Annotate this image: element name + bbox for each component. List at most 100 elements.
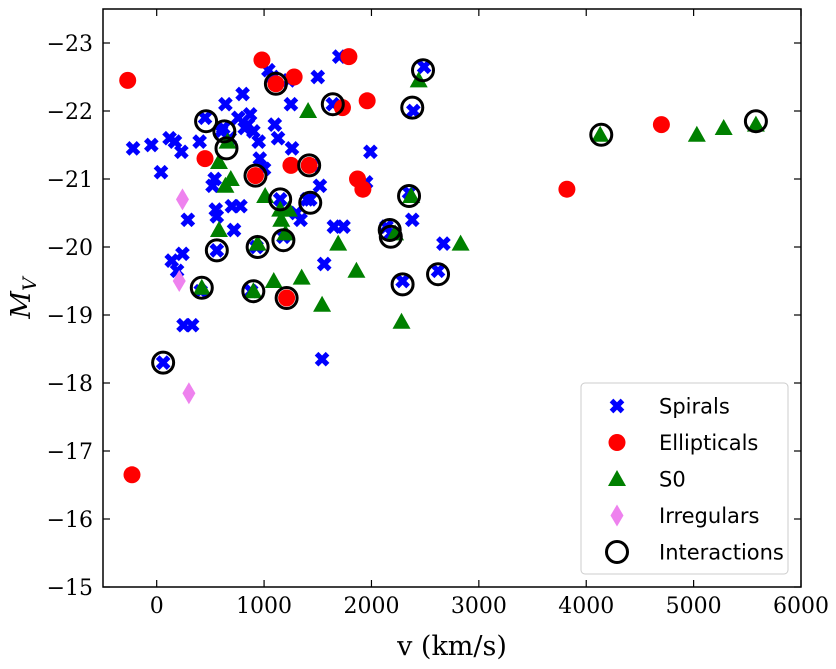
point-spirals [207, 171, 223, 187]
point-s0 [209, 153, 228, 169]
legend: Spirals Ellipticals S0 Irregulars Interactio… [580, 382, 789, 575]
point-interactions [204, 238, 229, 263]
point-spirals [302, 192, 318, 207]
x-tick-label: 6000 [773, 594, 829, 619]
legend-marker-ellipticals [608, 434, 626, 451]
point-interactions [411, 58, 436, 83]
x-tick-label: 1000 [236, 594, 292, 619]
point-spirals [215, 120, 231, 136]
point-s0 [272, 210, 291, 227]
point-ellipticals [267, 75, 285, 93]
point-s0 [221, 170, 240, 186]
point-ellipticals [285, 68, 303, 86]
point-s0 [451, 234, 470, 251]
point-spirals [395, 273, 410, 289]
point-spirals [416, 59, 432, 75]
point-spirals [184, 317, 200, 333]
point-ellipticals [340, 48, 358, 66]
point-spirals [197, 110, 213, 126]
y-tick-label: −21 [47, 168, 93, 193]
point-ellipticals [196, 150, 214, 168]
y-axis-label: MV [6, 275, 41, 320]
y-tick-label: −20 [47, 236, 93, 261]
legend-marker-s0 [608, 470, 626, 486]
legend-marker-spirals [609, 398, 625, 414]
axis-ticks: 0 1000 2000 3000 4000 5000 6000 −23 −22 −21 −20 −19… [47, 9, 829, 619]
point-interactions [390, 272, 415, 297]
point-ellipticals [358, 92, 376, 110]
point-interactions [320, 92, 345, 117]
point-interactions [214, 136, 239, 161]
point-s0 [402, 187, 421, 203]
point-spirals [143, 137, 159, 153]
point-interactions [274, 286, 299, 310]
point-spirals [175, 246, 190, 262]
point-ellipticals [300, 156, 318, 174]
point-interactions [426, 262, 451, 287]
point-interactions [151, 350, 176, 375]
legend-label-interactions: Interactions [659, 541, 784, 565]
y-tick-label: −18 [47, 372, 93, 397]
point-spirals [242, 107, 258, 122]
point-irregulars [172, 270, 186, 292]
point-ellipticals [558, 180, 576, 198]
point-interactions [194, 109, 219, 134]
point-spirals [314, 351, 330, 367]
point-s0 [244, 282, 263, 299]
point-ellipticals [652, 116, 670, 134]
y-tick-label: −16 [47, 508, 93, 533]
point-s0 [347, 261, 366, 278]
point-interactions [271, 228, 296, 253]
point-spirals [233, 198, 248, 214]
point-spirals [406, 103, 421, 119]
point-spirals [270, 130, 286, 146]
point-s0 [264, 272, 283, 288]
point-ellipticals [253, 51, 271, 69]
point-interactions [378, 224, 403, 249]
point-interactions [245, 235, 270, 259]
point-spirals [284, 141, 300, 156]
point-spirals [310, 69, 326, 85]
point-spirals [192, 134, 207, 149]
point-spirals [235, 86, 250, 102]
x-tick-label: 4000 [558, 594, 614, 619]
point-ellipticals [119, 71, 137, 89]
point-ellipticals [278, 289, 296, 307]
point-s0 [279, 200, 298, 217]
point-interactions [298, 190, 323, 215]
point-spirals [174, 144, 189, 160]
legend-marker-irregulars [610, 504, 624, 527]
point-s0 [248, 234, 267, 251]
point-irregulars [182, 382, 196, 405]
point-spirals [252, 151, 268, 166]
legend-label-ellipticals: Ellipticals [659, 431, 758, 455]
point-interactions [589, 122, 614, 147]
point-spirals [155, 355, 171, 370]
point-s0 [313, 295, 332, 312]
point-spirals [125, 141, 141, 156]
point-interactions [189, 275, 214, 300]
x-tick-label: 2000 [343, 594, 399, 619]
point-interactions [212, 119, 237, 144]
point-spirals [245, 124, 261, 139]
point-spirals [167, 134, 183, 149]
point-spirals [363, 144, 378, 160]
legend-label-spirals: Spirals [659, 395, 730, 419]
legend-frame [580, 382, 789, 575]
y-tick-label: −17 [47, 440, 93, 465]
point-spirals [283, 96, 299, 112]
point-s0 [714, 119, 733, 135]
point-interactions [297, 153, 322, 178]
point-spirals [180, 212, 196, 228]
point-spirals [272, 192, 288, 207]
legend-label-s0: S0 [659, 468, 686, 492]
y-tick-label: −22 [47, 100, 93, 125]
y-tick-label: −19 [47, 304, 93, 329]
point-spirals [430, 263, 446, 279]
point-ellipticals [123, 466, 141, 484]
point-s0 [392, 312, 411, 329]
point-ellipticals [246, 167, 264, 185]
point-s0 [276, 224, 295, 241]
point-interactions [243, 163, 268, 188]
point-interactions [241, 279, 266, 304]
